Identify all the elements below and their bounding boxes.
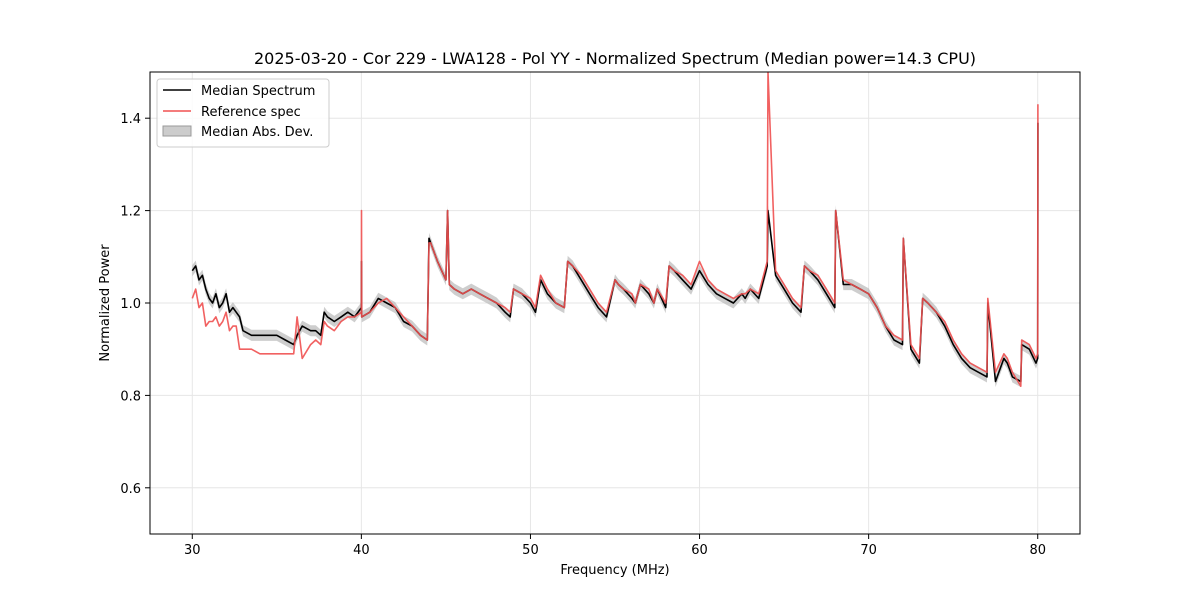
median-spectrum-line xyxy=(191,122,1039,383)
chart-title: 2025-03-20 - Cor 229 - LWA128 - Pol YY -… xyxy=(254,49,976,68)
y-axis-label: Normalized Power xyxy=(98,244,113,362)
y-tick-label: 0.8 xyxy=(120,389,141,404)
legend-label-mad: Median Abs. Dev. xyxy=(201,125,313,140)
y-tick-label: 0.6 xyxy=(120,482,141,497)
reference-spec-line xyxy=(191,72,1039,387)
x-tick-label: 50 xyxy=(522,543,539,558)
legend-label-median: Median Spectrum xyxy=(201,84,315,99)
y-tick-label: 1.0 xyxy=(120,297,141,312)
mad-band xyxy=(192,117,1038,388)
x-tick-label: 60 xyxy=(691,543,708,558)
y-tick-label: 1.2 xyxy=(120,205,141,220)
x-tick-label: 80 xyxy=(1029,543,1046,558)
x-axis-label: Frequency (MHz) xyxy=(560,563,669,578)
x-tick-label: 30 xyxy=(184,543,201,558)
legend: Median Spectrum Reference spec Median Ab… xyxy=(156,78,330,148)
x-tick-label: 40 xyxy=(353,543,370,558)
y-tick-label: 1.4 xyxy=(120,112,141,127)
legend-swatch-mad xyxy=(162,125,192,137)
legend-frame xyxy=(156,78,330,148)
legend-label-reference: Reference spec xyxy=(201,105,301,120)
x-tick-label: 70 xyxy=(860,543,877,558)
